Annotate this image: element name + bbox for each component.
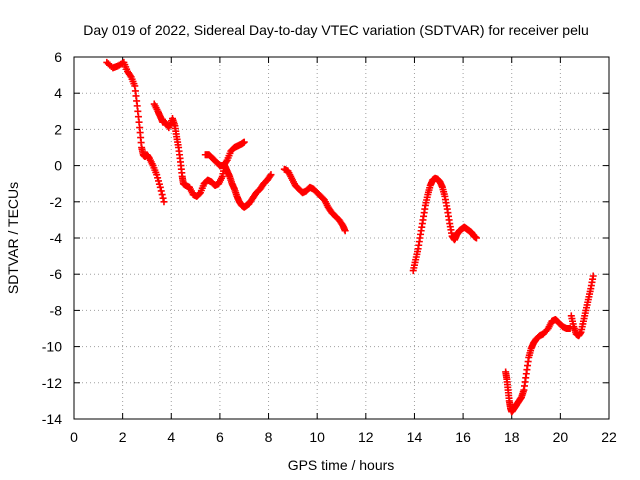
data-point bbox=[159, 194, 167, 202]
y-tick-label: -14 bbox=[42, 411, 62, 427]
series-arc7 bbox=[567, 272, 597, 340]
y-tick-label: -6 bbox=[50, 266, 63, 282]
data-point bbox=[126, 72, 134, 80]
x-tick-label: 6 bbox=[216, 429, 224, 445]
y-tick-label: 0 bbox=[54, 158, 62, 174]
x-tick-label: 22 bbox=[601, 429, 617, 445]
y-tick-label: -4 bbox=[50, 230, 63, 246]
x-tick-label: 4 bbox=[167, 429, 175, 445]
y-tick-label: -12 bbox=[42, 375, 62, 391]
y-tick-label: 6 bbox=[54, 49, 62, 65]
y-tick-label: -2 bbox=[50, 194, 63, 210]
axis-ticks bbox=[73, 56, 610, 420]
series-arc5 bbox=[409, 174, 480, 275]
data-points bbox=[103, 58, 597, 416]
data-point bbox=[154, 174, 162, 182]
y-tick-label: 4 bbox=[54, 85, 62, 101]
y-tick-label: -8 bbox=[50, 302, 63, 318]
data-point bbox=[240, 138, 248, 146]
grid bbox=[74, 57, 609, 419]
y-tick-label: 2 bbox=[54, 121, 62, 137]
x-tick-label: 16 bbox=[455, 429, 471, 445]
data-point bbox=[160, 198, 168, 206]
x-tick-label: 2 bbox=[119, 429, 127, 445]
data-point bbox=[267, 171, 275, 179]
data-point bbox=[341, 227, 349, 235]
data-point bbox=[266, 172, 274, 180]
series-arc3 bbox=[201, 138, 248, 170]
series-arc4 bbox=[280, 165, 349, 235]
x-tick-label: 10 bbox=[309, 429, 325, 445]
y-tick-label: -10 bbox=[42, 339, 62, 355]
x-tick-label: 14 bbox=[407, 429, 423, 445]
data-point bbox=[153, 171, 161, 179]
x-tick-labels: 0 2 4 6 8 10 12 14 16 18 20 22 bbox=[70, 429, 617, 445]
chart-title: Day 019 of 2022, Sidereal Day-to-day VTE… bbox=[83, 22, 589, 38]
plot-frame bbox=[73, 56, 610, 420]
data-point bbox=[158, 191, 166, 199]
series-arc1 bbox=[103, 58, 168, 206]
x-tick-label: 20 bbox=[553, 429, 569, 445]
data-point bbox=[222, 158, 230, 166]
data-point bbox=[155, 177, 163, 185]
data-point bbox=[156, 183, 164, 191]
data-point bbox=[157, 187, 165, 195]
data-point bbox=[155, 180, 163, 188]
x-tick-label: 18 bbox=[504, 429, 520, 445]
x-tick-label: 12 bbox=[358, 429, 374, 445]
y-tick-labels: -14 -12 -10 -8 -6 -4 -2 0 2 4 6 bbox=[42, 49, 62, 427]
x-axis-label: GPS time / hours bbox=[288, 457, 395, 473]
series-arc2 bbox=[150, 100, 275, 211]
data-point bbox=[472, 234, 480, 242]
y-axis-label: SDTVAR / TECUs bbox=[5, 182, 21, 294]
x-tick-label: 8 bbox=[265, 429, 273, 445]
x-tick-label: 0 bbox=[70, 429, 78, 445]
data-point bbox=[589, 272, 597, 280]
